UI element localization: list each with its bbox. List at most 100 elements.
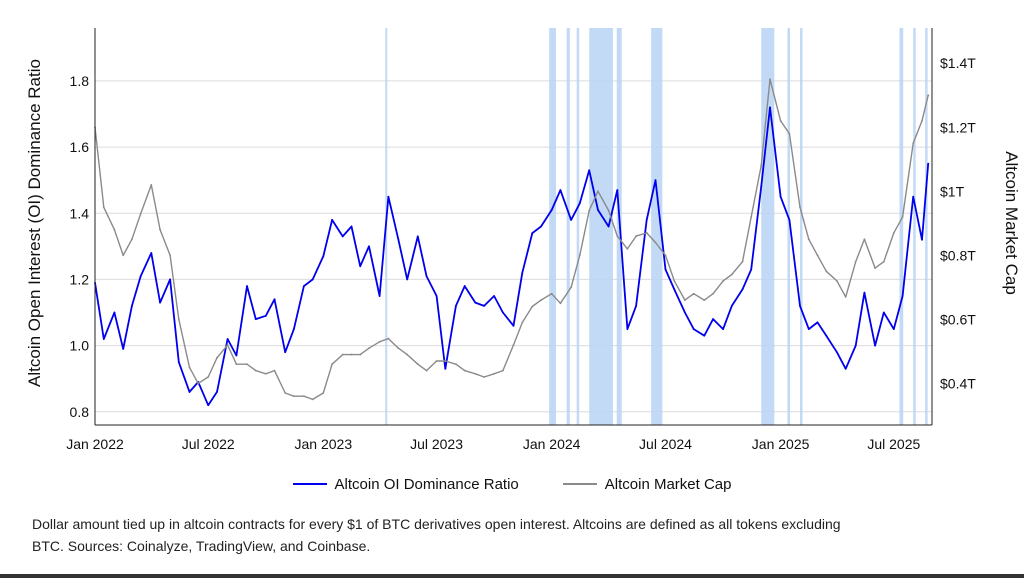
market-cap-point <box>673 280 676 282</box>
x-tick-label: Jul 2024 <box>639 436 692 452</box>
ratio-point <box>150 252 153 254</box>
market-cap-point <box>892 232 895 234</box>
ratio-point <box>927 162 930 165</box>
market-cap-point <box>730 273 733 276</box>
ratio-point <box>550 209 553 211</box>
market-cap-point <box>816 254 819 257</box>
legend: Altcoin OI Dominance Ratio Altcoin Marke… <box>0 472 1024 496</box>
market-cap-point <box>254 369 257 372</box>
x-tick-label: Jan 2023 <box>295 436 353 452</box>
market-cap-point <box>397 347 400 350</box>
ratio-point <box>854 344 857 347</box>
y-tick-label: 1.6 <box>70 139 90 155</box>
ratio-point <box>159 301 161 304</box>
ratio-point <box>684 311 686 314</box>
market-cap-point <box>444 360 447 362</box>
ratio-point <box>359 265 362 268</box>
market-cap-point <box>799 206 801 209</box>
market-cap-point <box>311 398 314 401</box>
market-cap-point <box>501 369 504 372</box>
ratio-point <box>311 278 314 281</box>
market-cap-point <box>177 318 180 321</box>
market-cap-point <box>607 209 610 212</box>
ratio-point <box>273 298 276 301</box>
ratio-point <box>799 305 801 307</box>
market-cap-point <box>474 372 477 375</box>
market-cap-point <box>825 270 828 273</box>
market-cap-point <box>293 395 295 398</box>
ratio-point <box>122 348 125 350</box>
ratio-point <box>559 189 562 192</box>
y-tick-label: 1.0 <box>70 338 90 354</box>
ratio-point <box>607 225 610 228</box>
y2-tick-label: $0.8T <box>940 247 976 263</box>
ratio-point <box>892 328 895 330</box>
market-cap-point <box>368 347 370 350</box>
axes <box>94 28 933 426</box>
highlight-band-1 <box>549 28 557 425</box>
legend-item-market-cap: Altcoin Market Cap <box>562 475 732 493</box>
market-cap-point <box>216 356 218 359</box>
ratio-point <box>882 311 885 314</box>
y-tick-label: 1.2 <box>70 271 90 287</box>
highlight-band-8 <box>787 28 790 425</box>
market-cap-point <box>521 321 524 324</box>
series-line-market-cap <box>94 78 929 401</box>
market-cap-point <box>483 376 485 378</box>
ratio-point <box>570 218 572 221</box>
grid <box>95 80 932 413</box>
ratio-point <box>531 232 534 235</box>
market-cap-point <box>331 363 333 366</box>
ratio-point <box>673 288 676 291</box>
tick-labels: 0.8 1.0 1.2 1.4 1.6 1.8 $0.4T $0.6T $0.8T $1T $1.2… <box>66 55 976 452</box>
market-cap-point <box>654 241 657 244</box>
ratio-point <box>425 275 428 278</box>
market-cap-point <box>102 206 105 209</box>
y2-axis-title: Altcoin Market Cap <box>1002 151 1021 295</box>
y-tick-label: 1.4 <box>70 205 90 221</box>
ratio-point <box>378 295 381 297</box>
market-cap-point <box>540 299 542 302</box>
market-cap-point <box>246 363 248 366</box>
highlight-band-6 <box>651 28 663 425</box>
market-cap-point <box>531 305 534 308</box>
market-cap-point <box>779 119 782 122</box>
ratio-point <box>779 195 782 198</box>
ratio-point <box>540 225 542 228</box>
ratio-point <box>350 225 353 228</box>
ratio-point <box>760 185 763 188</box>
ratio-point <box>807 328 810 330</box>
ratio-point <box>235 354 238 357</box>
ratio-point <box>501 311 504 314</box>
market-cap-point <box>769 78 771 81</box>
ratio-point <box>226 338 229 340</box>
x-tick-label: Jan 2022 <box>66 436 124 452</box>
ratio-point <box>169 278 171 281</box>
ratio-point <box>874 344 876 347</box>
y2-tick-label: $1.4T <box>940 55 976 71</box>
ratio-point <box>455 305 457 307</box>
x-tick-label: Jan 2025 <box>752 436 810 452</box>
chart: 0.8 1.0 1.2 1.4 1.6 1.8 $0.4T $0.6T $0.8T $1T $1.2… <box>25 28 1021 452</box>
y2-tick-label: $1.2T <box>940 119 976 135</box>
market-cap-point <box>901 215 904 218</box>
ratio-point <box>769 106 771 109</box>
market-cap-point <box>927 94 930 97</box>
ratio-point <box>844 367 847 370</box>
legend-label-market-cap: Altcoin Market Cap <box>604 475 732 493</box>
ratio-point <box>341 235 344 238</box>
market-cap-point <box>588 209 591 212</box>
x-tick-label: Jul 2023 <box>410 436 463 452</box>
highlight-band-3 <box>576 28 580 425</box>
market-cap-point <box>463 369 466 372</box>
market-cap-point <box>425 369 428 372</box>
ratio-point <box>836 351 838 354</box>
ratio-point <box>463 285 466 287</box>
ratio-point <box>730 305 733 307</box>
ratio-point <box>692 328 695 330</box>
ratio-point <box>635 305 638 307</box>
ratio-point <box>912 195 915 198</box>
market-cap-point <box>341 353 344 356</box>
market-cap-point <box>807 238 810 241</box>
market-cap-point <box>122 254 125 257</box>
